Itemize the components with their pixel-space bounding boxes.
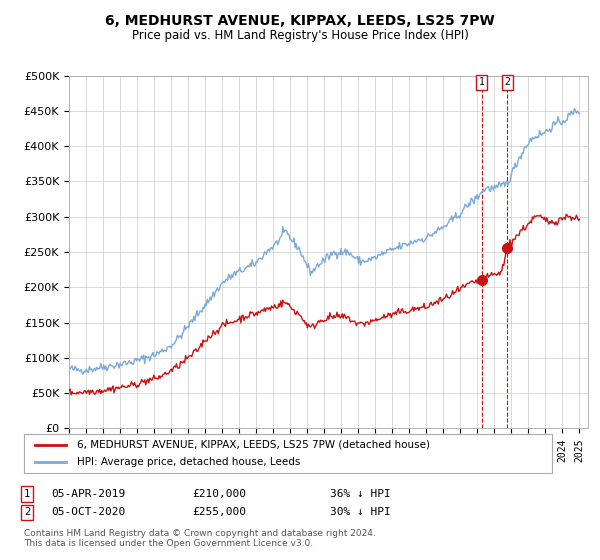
Text: 6, MEDHURST AVENUE, KIPPAX, LEEDS, LS25 7PW (detached house): 6, MEDHURST AVENUE, KIPPAX, LEEDS, LS25 …: [77, 440, 430, 450]
Text: 2: 2: [24, 507, 30, 517]
Text: 2: 2: [504, 77, 510, 87]
Text: 36% ↓ HPI: 36% ↓ HPI: [330, 489, 391, 499]
Text: HPI: Average price, detached house, Leeds: HPI: Average price, detached house, Leed…: [77, 457, 300, 467]
Text: Price paid vs. HM Land Registry's House Price Index (HPI): Price paid vs. HM Land Registry's House …: [131, 29, 469, 42]
Text: Contains HM Land Registry data © Crown copyright and database right 2024.
This d: Contains HM Land Registry data © Crown c…: [24, 529, 376, 548]
Text: 1: 1: [479, 77, 485, 87]
Text: 1: 1: [24, 489, 30, 499]
Text: 6, MEDHURST AVENUE, KIPPAX, LEEDS, LS25 7PW: 6, MEDHURST AVENUE, KIPPAX, LEEDS, LS25 …: [105, 14, 495, 28]
Text: £210,000: £210,000: [192, 489, 246, 499]
Text: 05-OCT-2020: 05-OCT-2020: [51, 507, 125, 517]
Text: £255,000: £255,000: [192, 507, 246, 517]
Text: 30% ↓ HPI: 30% ↓ HPI: [330, 507, 391, 517]
Text: 05-APR-2019: 05-APR-2019: [51, 489, 125, 499]
